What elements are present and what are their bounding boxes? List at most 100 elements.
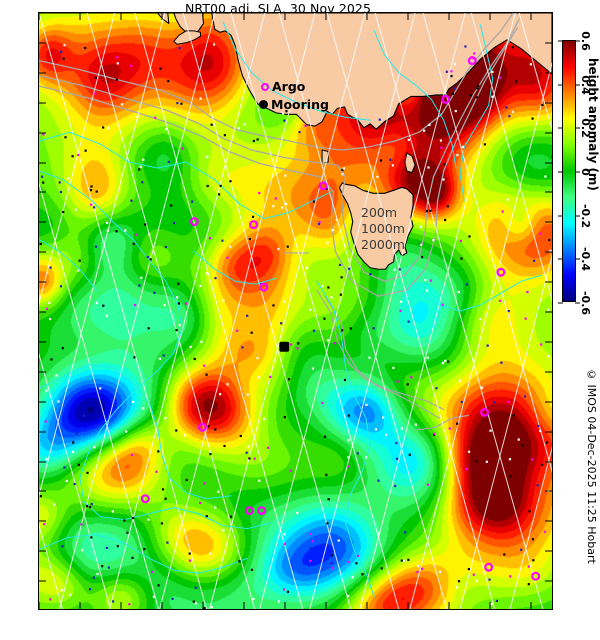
- observation-dot: [90, 536, 93, 539]
- longitude-tick-mark: [202, 602, 204, 609]
- observation-dot: [147, 327, 150, 330]
- mooring-markers[interactable]: [279, 341, 290, 352]
- observation-dot: [348, 267, 351, 270]
- observation-dot: [483, 143, 486, 146]
- observation-dot: [501, 210, 504, 213]
- observation-dot: [455, 586, 459, 589]
- observation-dot: [284, 174, 287, 177]
- argo-float-marker[interactable]: [257, 506, 267, 516]
- observation-dot: [467, 450, 471, 453]
- observation-dot: [92, 206, 96, 209]
- argo-float-marker[interactable]: [249, 220, 259, 230]
- argo-float-markers[interactable]: [140, 56, 541, 581]
- observation-dot: [428, 123, 431, 126]
- observation-dot: [283, 533, 286, 536]
- longitude-tick-mark-top: [39, 13, 40, 20]
- observation-dot: [218, 393, 222, 396]
- observation-dot: [532, 259, 536, 262]
- observation-dot: [339, 293, 342, 296]
- argo-float-marker[interactable]: [244, 506, 254, 516]
- argo-float-marker[interactable]: [484, 562, 494, 572]
- observation-dot: [88, 506, 92, 509]
- argo-float-marker[interactable]: [189, 217, 199, 227]
- observation-dot: [55, 374, 58, 377]
- observation-dot: [425, 210, 428, 213]
- longitude-tick-mark: [489, 602, 491, 609]
- observation-dot: [457, 580, 461, 583]
- ssh-contour-line: [418, 274, 543, 312]
- argo-float-marker[interactable]: [259, 282, 269, 292]
- observation-dot: [464, 45, 467, 48]
- observation-dot: [354, 112, 358, 116]
- observation-dot: [132, 516, 135, 520]
- observation-dot: [274, 197, 277, 200]
- latitude-tick-mark: [39, 132, 46, 134]
- observation-dot: [423, 129, 426, 132]
- observation-dot: [399, 309, 402, 312]
- observation-dot: [453, 87, 456, 90]
- argo-float-marker[interactable]: [197, 422, 207, 432]
- observation-dot: [527, 565, 530, 568]
- argo-float-marker[interactable]: [140, 494, 150, 504]
- observation-dot: [480, 386, 484, 389]
- ssh-contour-line: [222, 21, 371, 121]
- observation-dot: [407, 138, 410, 141]
- argo-float-marker[interactable]: [467, 56, 477, 66]
- observation-dot: [465, 283, 469, 286]
- ssh-contour-line: [459, 24, 494, 202]
- observation-dot: [445, 70, 448, 73]
- observation-dot: [403, 531, 407, 534]
- ssh-contour-line: [39, 534, 248, 574]
- observation-dot: [547, 355, 550, 358]
- observation-dot: [105, 314, 108, 317]
- depth-contour-labels: 200m 1000m 2000m: [361, 205, 405, 253]
- observation-dot: [206, 184, 209, 188]
- observation-dot: [321, 401, 324, 404]
- depth-label-2000m: 2000m: [361, 237, 405, 252]
- observation-dot: [120, 103, 124, 106]
- longitude-tick-mark-top: [161, 13, 163, 20]
- ssh-contour-line: [373, 30, 457, 169]
- argo-float-marker[interactable]: [318, 181, 328, 191]
- satellite-ground-track: [518, 13, 552, 132]
- observation-dot: [248, 238, 251, 241]
- latitude-tick-mark-right: [545, 371, 552, 373]
- observation-dot: [167, 79, 170, 83]
- observation-dot: [69, 593, 72, 597]
- observation-dot: [238, 560, 241, 563]
- observation-dot: [226, 383, 229, 386]
- observation-dot: [138, 284, 141, 287]
- argo-float-marker[interactable]: [480, 407, 490, 417]
- argo-float-marker[interactable]: [531, 571, 541, 581]
- argo-float-marker[interactable]: [441, 94, 451, 104]
- observation-dot: [330, 554, 334, 557]
- colorbar-tick-mark-left: [558, 84, 563, 86]
- satellite-ground-track: [278, 13, 448, 609]
- latitude-tick-mark: [39, 341, 46, 343]
- observation-dot: [444, 359, 447, 362]
- longitude-tick-mark-top: [407, 13, 409, 20]
- latitude-tick-mark-right: [545, 162, 552, 163]
- observation-dot: [451, 92, 455, 95]
- observation-dot: [152, 595, 155, 598]
- colorbar-tick-mark: [575, 127, 580, 129]
- observation-dot: [285, 202, 288, 206]
- observation-dot: [467, 568, 471, 571]
- observation-dot: [221, 239, 224, 242]
- latitude-tick-mark: [39, 191, 46, 193]
- observation-dot: [457, 290, 460, 294]
- observation-dot: [517, 438, 520, 441]
- observation-dot: [226, 256, 229, 259]
- argo-float-marker[interactable]: [496, 267, 506, 277]
- observation-dot: [214, 428, 217, 431]
- latitude-tick-mark-right: [545, 221, 552, 223]
- mooring-marker[interactable]: [279, 341, 290, 352]
- observation-dot: [323, 435, 327, 438]
- map-plot-area[interactable]: -35-36-37-38-39-40-41-42-43-44-45-46-47-…: [38, 12, 553, 610]
- observation-dot: [488, 578, 491, 581]
- observation-dot: [526, 290, 529, 294]
- observation-dot: [102, 126, 105, 129]
- observation-dot: [132, 400, 135, 403]
- observation-dot: [95, 190, 98, 193]
